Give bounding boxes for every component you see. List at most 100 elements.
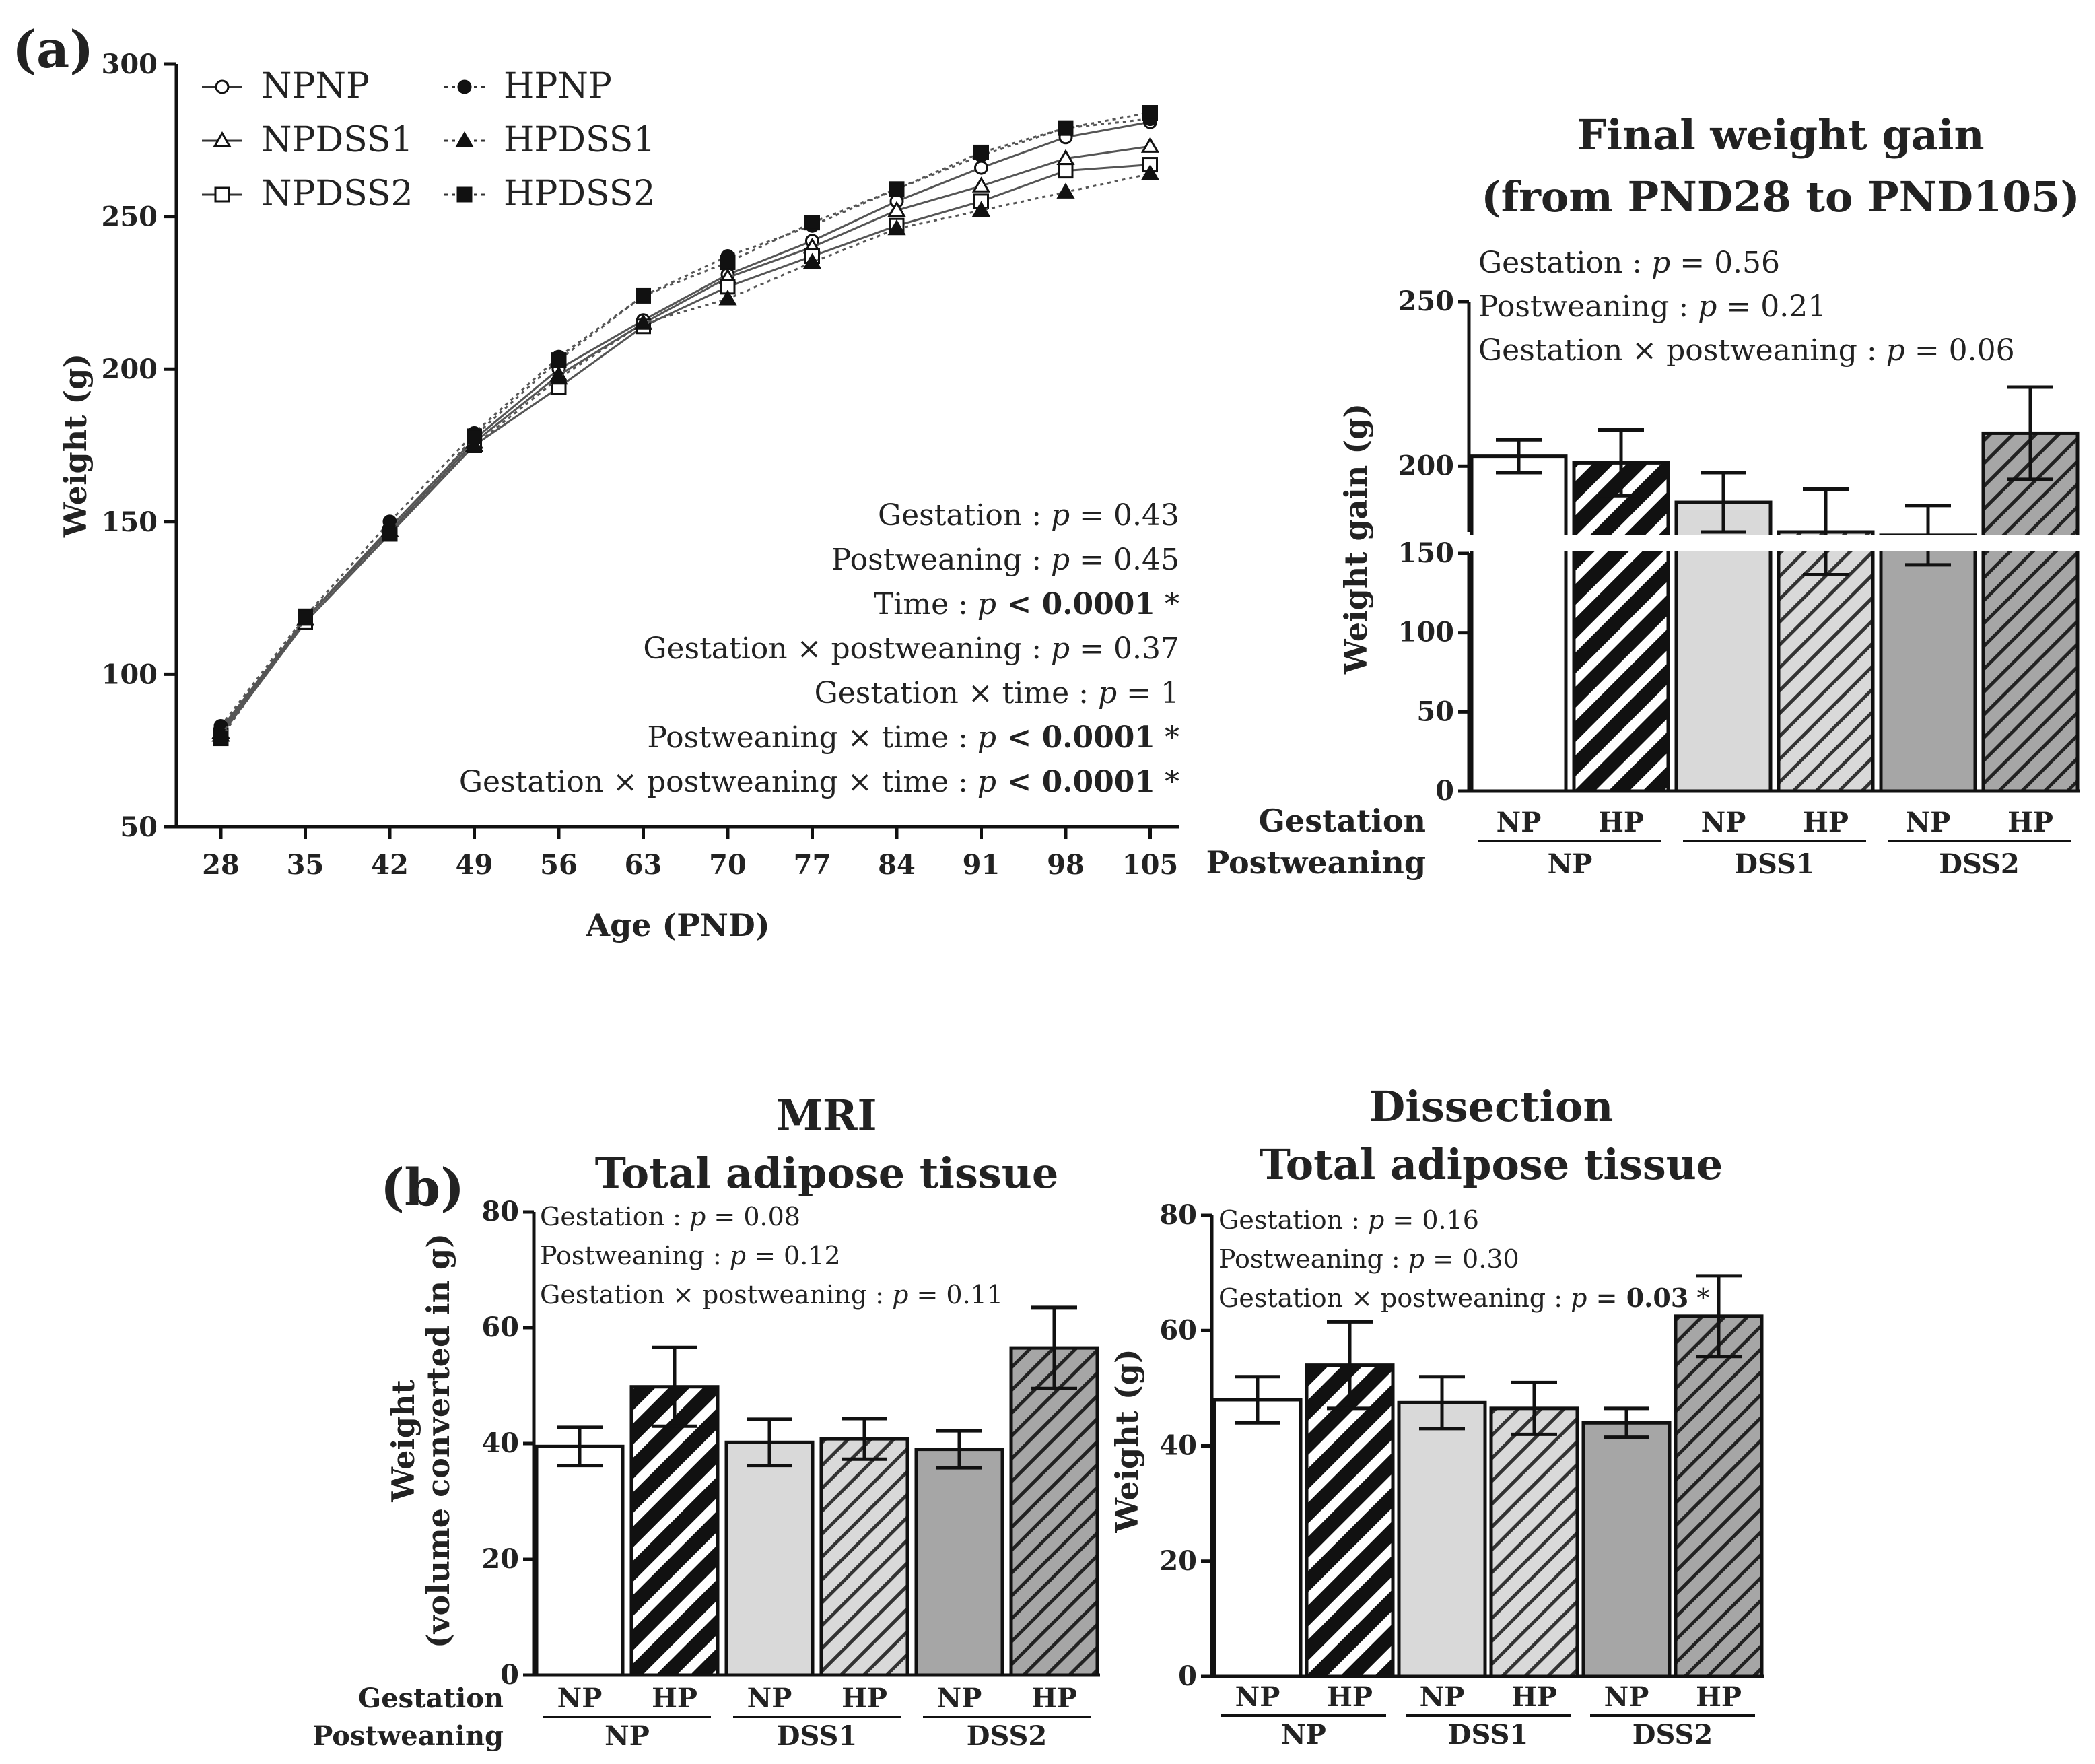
legend-item-hpdss1: HPDSS1 <box>444 120 655 160</box>
stat-annotation: Gestation × postweaning : p = 0.03 * <box>1218 1283 1709 1313</box>
y-tick-label: 200 <box>1398 450 1455 481</box>
stat-annotation: Postweaning : p = 0.21 <box>1478 290 1826 324</box>
stat-annotation: Postweaning × time : p < 0.0001 * <box>647 720 1179 755</box>
stat-annotation: Gestation × postweaning : p = 0.11 <box>540 1280 1003 1310</box>
y-axis-label: Weight (g) <box>57 353 94 538</box>
gestation-label: NP <box>557 1683 603 1714</box>
postweaning-label: NP <box>605 1720 650 1752</box>
bar-hp-dss2 <box>1009 1346 1099 1677</box>
postweaning-label: DSS1 <box>777 1720 857 1752</box>
y-tick-label: 100 <box>1398 617 1455 648</box>
postweaning-row-label: Postweaning <box>1206 844 1426 881</box>
data-point-npdss1 <box>887 201 906 217</box>
stat-annotation: Gestation × postweaning : p = 0.37 <box>643 632 1179 666</box>
x-tick-label: 91 <box>963 849 1000 881</box>
bar-np-np <box>535 1444 625 1677</box>
x-tick-label: 35 <box>287 849 324 881</box>
stat-annotation: Gestation : p = 0.08 <box>540 1202 800 1231</box>
chart-subtitle: Total adipose tissue <box>1260 1140 1723 1189</box>
gestation-label: NP <box>937 1683 982 1714</box>
y-tick-label: 40 <box>481 1427 519 1459</box>
y-tick-label: 150 <box>1398 537 1455 569</box>
x-tick-label: 49 <box>456 849 493 881</box>
data-point-npnp <box>974 160 988 175</box>
legend-marker <box>455 131 474 147</box>
legend-marker <box>457 79 472 94</box>
bar-hp-dss1 <box>1777 530 1875 793</box>
y-tick-label: 20 <box>481 1543 519 1575</box>
postweaning-label: DSS2 <box>1939 848 2019 880</box>
data-point-hpdss1 <box>971 201 991 217</box>
series-line-hpdss1 <box>219 172 1150 736</box>
x-tick-label: 105 <box>1122 849 1179 881</box>
postweaning-label: DSS2 <box>967 1720 1047 1752</box>
series-line-npnp <box>219 121 1150 730</box>
y-tick-label: 300 <box>102 48 158 80</box>
data-point-hpdss2 <box>1142 105 1158 121</box>
legend-label: HPNP <box>504 66 612 106</box>
series-hpdss2 <box>213 105 1158 747</box>
gestation-label: NP <box>747 1683 792 1714</box>
data-point-hpdss2 <box>1058 120 1074 136</box>
y-tick-label: 80 <box>1159 1199 1197 1231</box>
gestation-row-label: Gestation <box>358 1683 504 1714</box>
legend-item-npnp: NPNP <box>202 66 370 106</box>
y-axis-label: Weight (g) <box>1109 1349 1145 1533</box>
data-point-hpdss2 <box>467 428 482 444</box>
y-tick-label: 100 <box>102 658 158 690</box>
data-point-hpdss1 <box>1056 182 1075 199</box>
legend-item-npdss2: NPDSS2 <box>202 174 413 214</box>
chart-title: Dissection <box>1369 1082 1614 1131</box>
stat-annotation: Gestation × postweaning : p = 0.06 <box>1478 333 2015 368</box>
data-point-hpdss2 <box>551 352 567 368</box>
bar-hp-np <box>629 1385 720 1677</box>
data-point-npdss2 <box>1058 163 1074 179</box>
y-tick-label: 40 <box>1159 1430 1197 1462</box>
data-point-hpdss1 <box>887 219 906 236</box>
data-point-hpdss2 <box>382 526 398 542</box>
postweaning-label: DSS1 <box>1734 848 1814 880</box>
stat-annotation: Time : p < 0.0001 * <box>874 587 1179 621</box>
bar-np-np <box>1470 454 1568 793</box>
y-tick-label: 60 <box>481 1312 519 1343</box>
legend-item-hpdss2: HPDSS2 <box>444 174 655 214</box>
gestation-label: HP <box>1511 1681 1557 1713</box>
y-axis-label: (volume converted in g) <box>420 1233 456 1648</box>
chart-title: Final weight gain <box>1577 110 1984 160</box>
growth-line-chart: 50 100 150 200 250 300 28 35 42 49 56 63 70 77 84 91 98 1… <box>57 48 1179 943</box>
y-tick-label: 20 <box>1159 1545 1197 1577</box>
gestation-row-label: Gestation <box>1259 803 1426 839</box>
bar-hp-dss1 <box>1489 1406 1579 1678</box>
postweaning-row-label: Postweaning <box>312 1720 504 1752</box>
data-point-hpdss1 <box>1140 164 1160 180</box>
data-point-hpdss2 <box>213 731 229 747</box>
gestation-label: HP <box>1327 1681 1373 1713</box>
x-tick-label: 70 <box>709 849 747 881</box>
postweaning-label: DSS2 <box>1633 1719 1713 1751</box>
bar-np-dss2 <box>1879 533 1977 793</box>
legend-label: HPDSS1 <box>504 120 655 160</box>
data-point-hpdss1 <box>549 368 568 385</box>
bar-np-np <box>1212 1398 1303 1678</box>
x-tick-label: 63 <box>625 849 662 881</box>
bar-hp-dss2 <box>1981 431 2080 793</box>
stat-annotation: Gestation : p = 0.56 <box>1478 246 1780 280</box>
chart-title: MRI <box>776 1091 877 1140</box>
gestation-label: HP <box>2007 807 2053 838</box>
stat-annotation: Gestation × postweaning × time : p < 0.0… <box>459 765 1179 799</box>
y-tick-label: 0 <box>1178 1660 1197 1692</box>
series-line-hpnp <box>219 118 1150 727</box>
y-tick-label: 0 <box>1435 775 1454 807</box>
stat-annotation: Gestation : p = 0.16 <box>1218 1205 1479 1235</box>
gestation-label: NP <box>1604 1681 1649 1713</box>
gestation-label: HP <box>652 1683 697 1714</box>
axis-break-gap <box>1454 535 2090 551</box>
x-tick-label: 77 <box>794 849 831 881</box>
data-point-npdss1 <box>971 176 991 193</box>
data-point-hpdss1 <box>718 289 737 306</box>
legend-marker <box>456 186 473 203</box>
data-point-hpdss1 <box>465 436 484 452</box>
legend-label: NPNP <box>261 66 370 106</box>
panel-label-a: (a) <box>12 20 94 79</box>
data-point-hpdss2 <box>889 181 905 197</box>
